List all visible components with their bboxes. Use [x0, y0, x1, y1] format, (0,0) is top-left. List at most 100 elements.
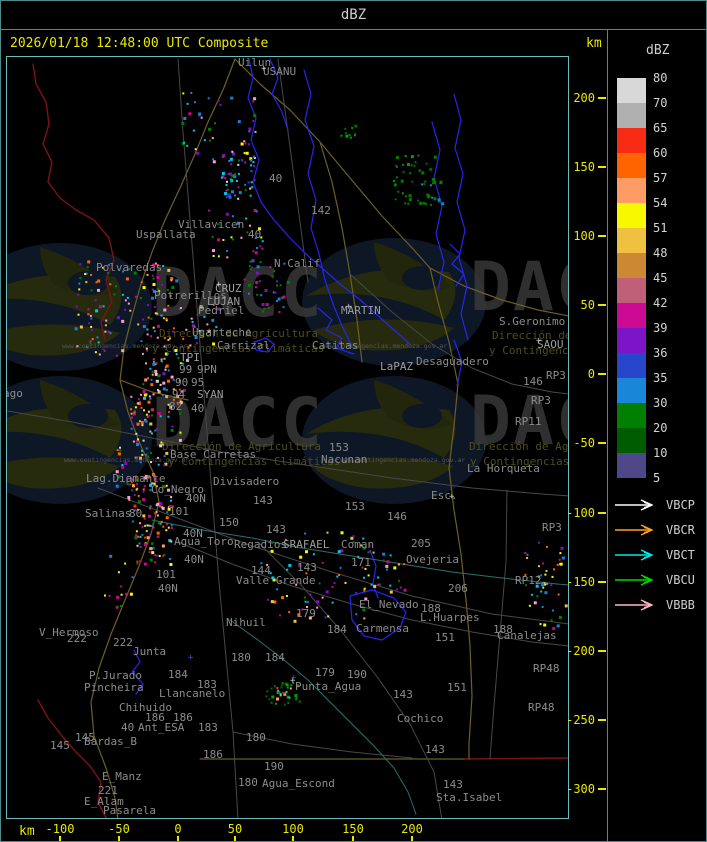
watermark-subtitle: Dirección de Agricultura — [469, 440, 569, 453]
vector-arrow-icon — [615, 549, 654, 561]
map-place-label: 183 — [198, 721, 218, 734]
map-place-label: Esc. — [431, 489, 458, 502]
y-axis-tick-mark — [598, 719, 606, 721]
vector-legend-label: VBCR — [666, 523, 695, 537]
vector-legend-row: VBCT — [614, 547, 695, 563]
vector-legend-label: VBCP — [666, 498, 695, 512]
watermark-subtitle: y Contingencias Climáticas — [152, 342, 325, 355]
map-place-label: RP12 — [515, 574, 542, 587]
map-place-label: Catitas — [312, 339, 359, 352]
map-place-label: Sta.Isabel — [436, 791, 503, 804]
map-place-label: 188 — [493, 623, 513, 636]
color-swatch — [617, 78, 646, 103]
map-place-label: 143 — [443, 778, 463, 791]
map-place-label: Coman — [341, 538, 375, 551]
color-scale-value: 80 — [653, 71, 668, 85]
x-axis-tick-label: 50 — [227, 822, 243, 836]
map-place-label: Regadios — [234, 538, 287, 551]
watermark-subtitle: Dirección de Agricultura — [492, 329, 568, 342]
y-axis-tick-label: -150 — [566, 575, 595, 589]
map-place-label: 150 — [219, 516, 239, 529]
map-place-label: 221 — [98, 784, 118, 797]
map-place-label: LaPAZ — [380, 360, 414, 373]
map-place-label: Ant_ESA — [138, 721, 185, 734]
map-place-label: 153 — [345, 500, 365, 513]
map-place-label: Salinas — [85, 507, 132, 520]
map-place-label: Bardas_B — [84, 735, 137, 748]
color-scale-value: 60 — [653, 146, 668, 160]
color-scale-value: 42 — [653, 296, 668, 310]
y-axis-tick-mark — [598, 512, 606, 514]
map-place-label: 145 — [50, 739, 70, 752]
color-swatch — [617, 228, 646, 253]
x-axis-tick-label: -100 — [45, 822, 75, 836]
x-axis-tick-mark — [177, 836, 179, 841]
map-place-label: 179 — [296, 607, 316, 620]
x-axis-tick-mark — [411, 836, 413, 841]
color-swatch — [617, 203, 646, 228]
map-place-label: Villavicen — [178, 218, 245, 231]
map-place-label: 188 — [421, 602, 441, 615]
station-marker: + — [536, 336, 542, 346]
watermark-subtitle: y Contingencias Climáticas — [470, 455, 569, 468]
color-swatch — [617, 128, 646, 153]
map-place-label: 143 — [425, 743, 445, 756]
map-place-label: 153 — [329, 441, 349, 454]
x-axis-tick-mark — [352, 836, 354, 841]
map-place-label: RP48 — [528, 701, 555, 714]
x-axis: km -100 -50 0 50 100 150 200 — [1, 821, 605, 841]
y-axis-tick-mark — [598, 581, 606, 583]
station-marker: + — [188, 653, 194, 663]
color-swatch — [617, 403, 646, 428]
map-place-label: 145 — [75, 731, 95, 744]
map-place-label: Lag.Diamante — [86, 472, 166, 485]
map-place-label: Junta — [133, 645, 167, 658]
map-place-label: 151 — [447, 681, 467, 694]
map-place-label: 142 — [311, 204, 331, 217]
map-place-label: La Horqueta — [467, 462, 540, 475]
y-axis-tick-mark — [598, 304, 606, 306]
color-swatch — [617, 353, 646, 378]
map-place-label: 82 — [169, 400, 183, 413]
watermark-subtitle: Dirección de Agricultura — [159, 327, 318, 340]
map-place-label: SAOU — [537, 338, 564, 351]
map-place-label: 186 — [203, 748, 223, 761]
vector-arrow-icon — [615, 574, 654, 586]
map-place-label: S.Geronimo — [499, 315, 566, 328]
color-scale-value: 57 — [653, 171, 668, 185]
map-place-label: RP3 — [531, 394, 551, 407]
watermark-url: www.contingencias.mendoza.gov.ar — [64, 456, 190, 464]
y-axis-unit-label: km — [586, 36, 602, 51]
y-axis-tick-mark — [598, 97, 606, 99]
x-axis-tick-mark — [118, 836, 120, 841]
color-swatch — [617, 103, 646, 128]
color-swatch — [617, 453, 646, 478]
color-scale-value: 30 — [653, 396, 668, 410]
y-axis-tick-mark — [598, 166, 606, 168]
map-place-label: E_Alam — [84, 795, 124, 808]
y-axis-tick-label: 50 — [580, 298, 595, 312]
timestamp-label: 2026/01/18 12:48:00 UTC Composite — [10, 36, 269, 51]
map-place-label: Agua_Toro — [174, 535, 234, 548]
color-scale-value: 54 — [653, 196, 668, 210]
x-axis-unit-label: km — [19, 824, 35, 839]
map-place-label: Nacunan — [321, 453, 368, 466]
y-axis: 200 150 100 50 0 -50 -100 -150 -200 -250 -300 — [561, 56, 607, 819]
y-axis-tick-label: 100 — [573, 229, 595, 243]
vector-legend-label: VBBB — [666, 598, 695, 612]
map-place-label: Cochico — [397, 712, 444, 725]
vector-legend-row: VBCP — [614, 497, 695, 513]
map-place-label: 180 — [246, 731, 266, 744]
x-axis-tick-mark — [292, 836, 294, 841]
map-place-label: Ovejeria — [406, 553, 459, 566]
y-axis-tick-label: -300 — [566, 782, 595, 796]
watermark-subtitle: Dirección de Agricultura — [162, 440, 321, 453]
y-axis-tick-mark — [598, 788, 606, 790]
map-place-label: 40N — [184, 553, 204, 566]
color-scale-value: 20 — [653, 421, 668, 435]
y-axis-tick-label: -100 — [566, 506, 595, 520]
station-marker: + — [290, 676, 296, 686]
y-axis-tick-label: 200 — [573, 91, 595, 105]
map-place-label: P.Jurado — [89, 669, 142, 682]
map-place-label: Polvaredas — [96, 261, 163, 274]
